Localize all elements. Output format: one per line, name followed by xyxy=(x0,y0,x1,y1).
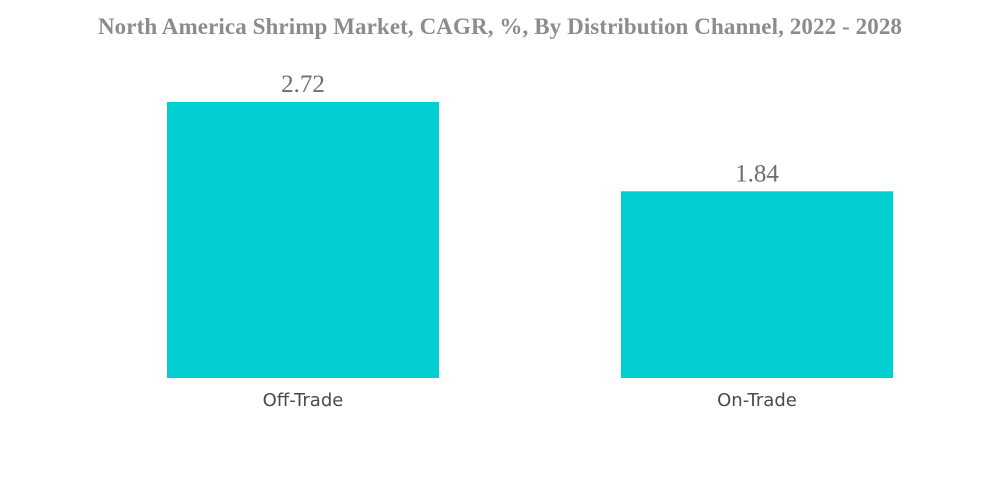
bars-layer xyxy=(167,102,893,378)
category-label: On-Trade xyxy=(717,390,797,411)
value-labels-layer: 2.72 1.84 xyxy=(281,71,779,187)
category-labels-layer: Off-Trade On-Trade xyxy=(263,390,797,411)
category-label: Off-Trade xyxy=(263,390,344,411)
bar-off-trade xyxy=(167,102,439,378)
chart-title: North America Shrimp Market, CAGR, %, By… xyxy=(97,14,903,39)
bar-on-trade xyxy=(621,191,893,378)
value-label: 2.72 xyxy=(281,71,325,98)
value-label: 1.84 xyxy=(735,160,779,187)
